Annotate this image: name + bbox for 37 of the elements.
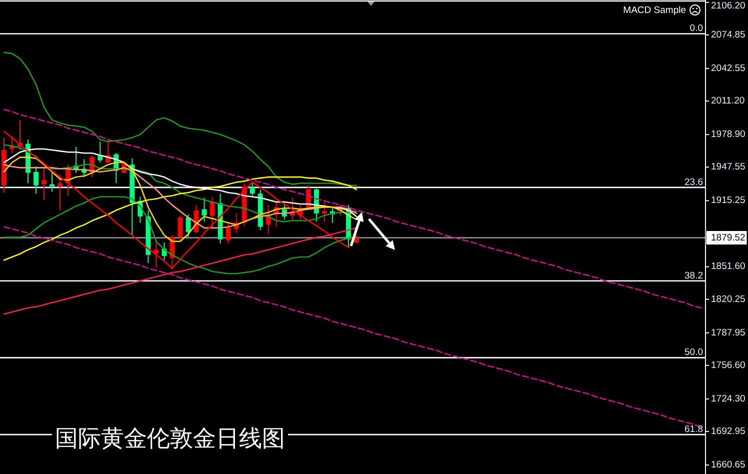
candlestick <box>58 174 63 210</box>
candlestick <box>50 172 55 192</box>
candlestick <box>210 196 215 228</box>
candlestick <box>202 198 207 222</box>
ref-line-label: 1879.52 <box>711 232 746 244</box>
y-tick-label: 1787.95 <box>711 327 746 338</box>
y-tick-label: 1978.90 <box>711 129 746 140</box>
y-tick-label: 1692.95 <box>711 426 746 437</box>
y-tick-label: 2042.55 <box>711 62 746 74</box>
y-tick-label: 2074.85 <box>711 29 746 40</box>
annotation: MACD Sample <box>623 5 686 16</box>
candlestick <box>34 166 39 194</box>
candlestick <box>2 138 6 193</box>
y-tick-label: 2011.20 <box>711 96 745 107</box>
y-tick-label: 1724.30 <box>711 393 746 404</box>
candlestick <box>98 142 103 162</box>
y-tick-label: 2106.20 <box>711 0 746 12</box>
text: 国际黄金伦敦金日线图 <box>55 426 285 452</box>
line-series <box>3 108 702 309</box>
annotation: 38.2 <box>684 270 703 282</box>
y-tick-label: 1947.55 <box>711 162 746 173</box>
candlestick <box>42 166 47 200</box>
y-tick-label: 1756.60 <box>711 360 746 371</box>
y-tick-label: 1851.60 <box>711 261 746 272</box>
y-tick-label: 1915.25 <box>711 195 746 206</box>
candlestick <box>250 182 255 196</box>
candlestick <box>178 215 183 240</box>
y-tick-label: 1820.25 <box>711 294 746 305</box>
y-tick-label: 1660.65 <box>711 460 746 471</box>
candlestick <box>226 222 231 244</box>
annotation: 0.0 <box>690 23 703 34</box>
annotation: 61.8 <box>684 424 703 436</box>
annotation: 50.0 <box>684 347 703 358</box>
annotation: 23.6 <box>684 176 703 188</box>
candlestick <box>162 242 167 260</box>
line-series <box>3 176 358 261</box>
line-series <box>3 52 358 186</box>
